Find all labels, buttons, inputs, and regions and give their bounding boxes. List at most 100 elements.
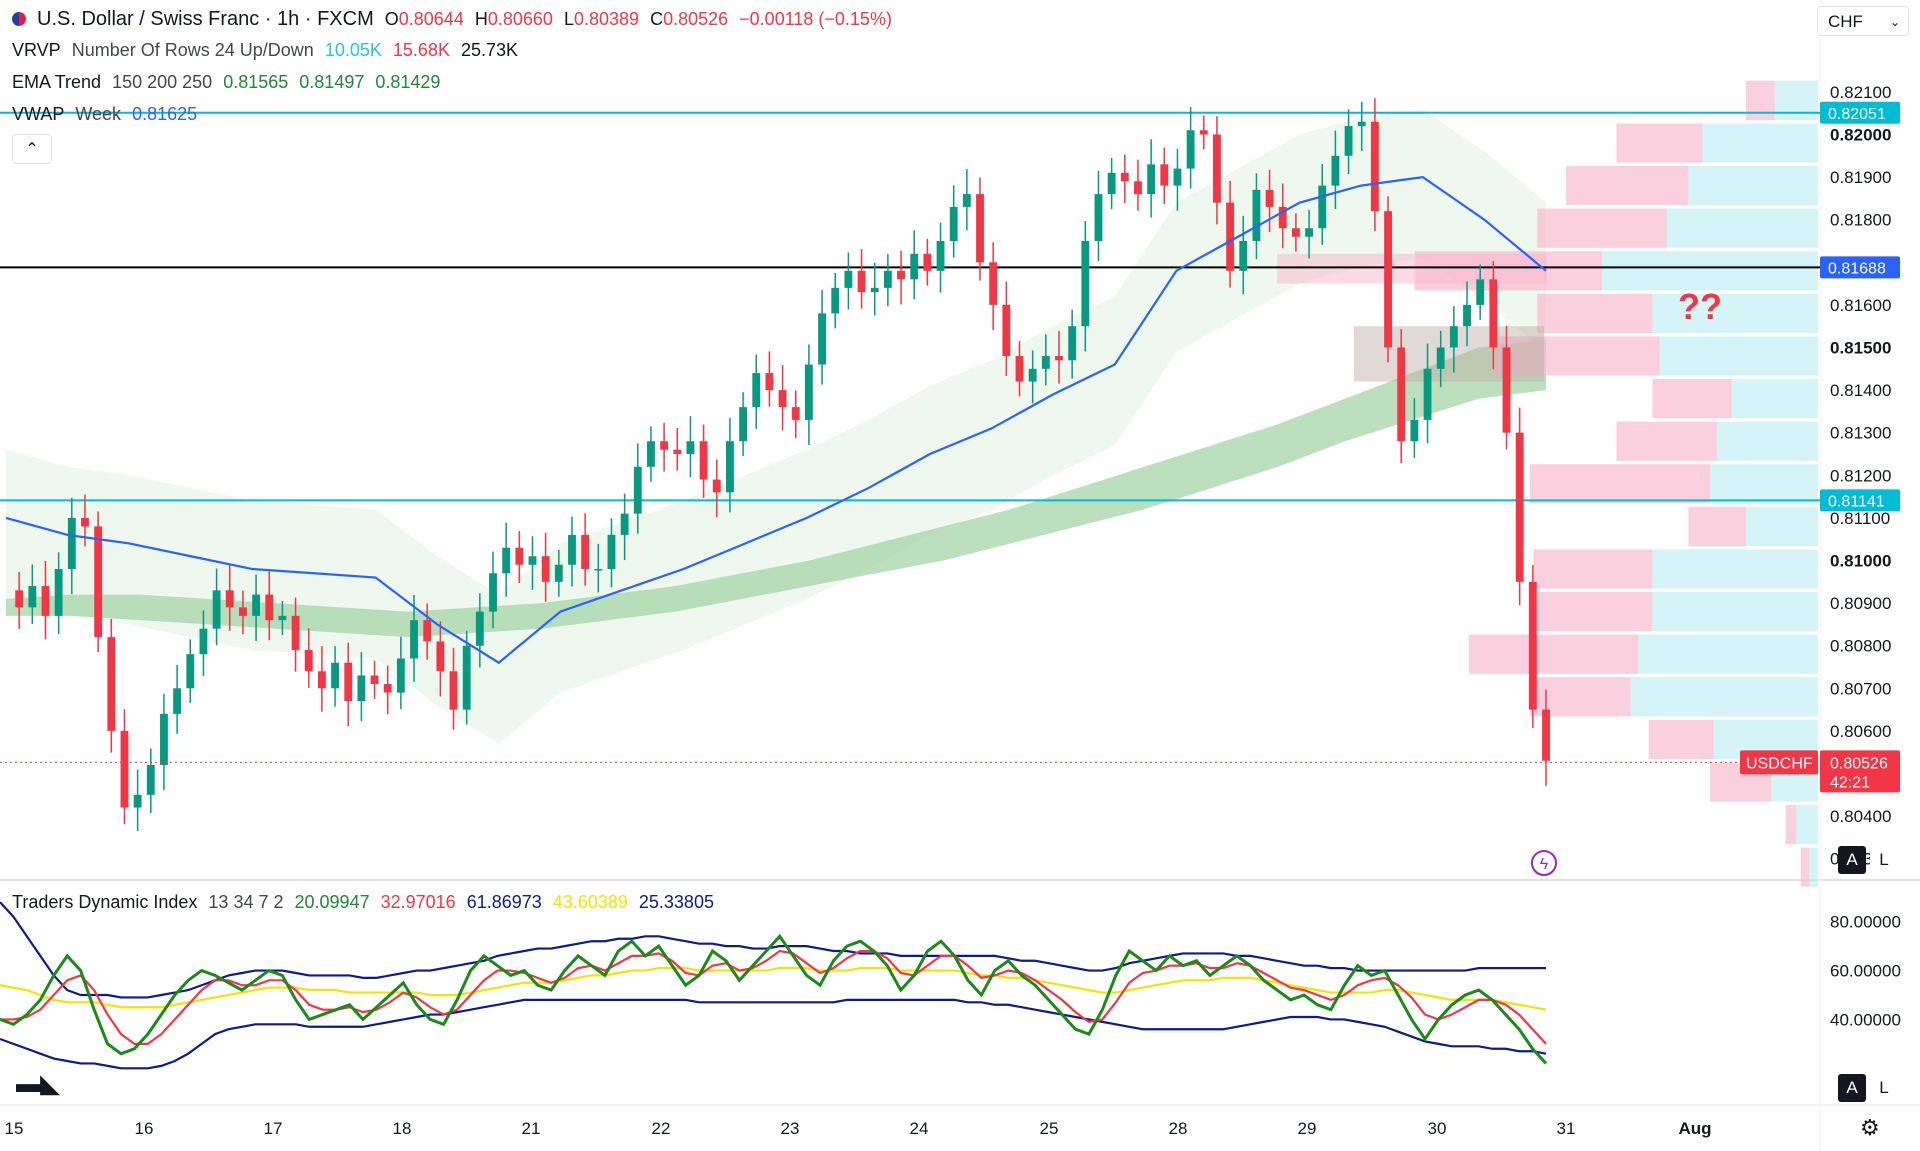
- time-tick-label: 25: [1040, 1119, 1059, 1138]
- level-label-bg: [1820, 101, 1900, 124]
- candle-body: [739, 407, 748, 442]
- ohlc-close-key: C: [650, 9, 664, 29]
- candle-body: [1344, 125, 1353, 156]
- candle-body: [278, 615, 287, 621]
- candle-body: [265, 594, 274, 621]
- candle-body: [989, 262, 998, 305]
- candle-body: [647, 441, 655, 467]
- level-label: 0.82051: [1828, 106, 1886, 123]
- symbol-tag-bg: [1740, 750, 1818, 775]
- candle-body: [949, 206, 958, 241]
- tdi-rsi-price-line: [0, 933, 1548, 1065]
- candle-body: [541, 556, 550, 582]
- last-price-label-bg: [1820, 750, 1900, 793]
- candle-body: [1384, 211, 1392, 348]
- vwap-legend[interactable]: VWAP Week 0.81625: [12, 104, 203, 125]
- time-tick-label: Aug: [1678, 1119, 1711, 1138]
- symbol-title[interactable]: U.S. Dollar / Swiss Franc · 1h · FXCM: [37, 8, 374, 30]
- candle-body: [1397, 347, 1406, 442]
- candle-body: [199, 628, 208, 655]
- vrvp-down: 15.68K: [392, 40, 450, 60]
- tdi-v5: 25.33805: [638, 892, 714, 912]
- volume-profile-up-bar: [1809, 847, 1818, 887]
- vrvp-params: Number Of Rows 24 Up/Down: [71, 40, 314, 60]
- candle-body: [1449, 326, 1458, 348]
- flash-icon[interactable]: ϟ: [1531, 850, 1557, 876]
- currency-select[interactable]: CHF ⌄: [1817, 6, 1909, 36]
- level-label-bg: [1820, 489, 1900, 512]
- collapse-legend-button[interactable]: ⌃: [12, 134, 52, 164]
- time-tick-label: 21: [522, 1119, 541, 1138]
- candle-body: [489, 573, 497, 612]
- tdi-legend[interactable]: Traders Dynamic Index 13 34 7 2 20.09947…: [12, 892, 720, 913]
- last-price-label: 0.80526: [1830, 755, 1888, 772]
- candle-body: [107, 637, 116, 731]
- volume-profile-down-bar: [1566, 166, 1689, 206]
- log-scale-button[interactable]: L: [1870, 846, 1898, 874]
- candle-body: [1542, 709, 1550, 761]
- candle-body: [1081, 241, 1090, 327]
- tdi-auto-scale-button[interactable]: A: [1838, 1074, 1866, 1102]
- tdi-log-scale-button[interactable]: L: [1870, 1074, 1898, 1102]
- level-label: 0.81688: [1828, 260, 1886, 277]
- candle-body: [344, 662, 353, 702]
- volume-profile-up-bar: [1710, 464, 1818, 504]
- price-tick-label: 0.81800: [1830, 211, 1891, 230]
- candle-body: [1147, 164, 1156, 195]
- volume-profile-down-bar: [1537, 293, 1653, 334]
- candle-body: [475, 611, 484, 646]
- volume-profile-down-bar: [1746, 80, 1775, 121]
- candle-body: [317, 671, 326, 689]
- chevron-up-icon: ⌃: [25, 141, 39, 158]
- tdi-v4: 43.60389: [552, 892, 628, 912]
- volume-profile-up-bar: [1630, 677, 1818, 717]
- candle-body: [1528, 581, 1537, 710]
- tradingview-logo[interactable]: ▬◣: [16, 1068, 60, 1099]
- chevron-down-icon: ⌄: [1889, 15, 1900, 29]
- gear-icon[interactable]: ⚙: [1860, 1115, 1880, 1140]
- time-tick-label: 30: [1428, 1119, 1447, 1138]
- candle-body: [778, 390, 787, 408]
- ohlc-open: 0.80644: [398, 9, 464, 29]
- volume-profile-up-bar: [1666, 208, 1818, 248]
- ohlc-high-key: H: [474, 9, 488, 29]
- candle-body: [844, 270, 853, 288]
- volume-profile-down-bar: [1800, 847, 1810, 887]
- candle-body: [620, 513, 629, 535]
- vrvp-total: 25.73K: [460, 40, 519, 60]
- candle-body: [936, 241, 945, 271]
- candle-body: [357, 675, 366, 702]
- candle-body: [1476, 279, 1485, 305]
- candle-body: [897, 270, 905, 280]
- candle-body: [396, 658, 405, 693]
- vrvp-legend[interactable]: VRVP Number Of Rows 24 Up/Down 10.05K 15…: [12, 40, 524, 61]
- volume-profile-down-bar: [1616, 421, 1718, 461]
- volume-profile-up-bar: [1717, 421, 1818, 461]
- ema-params: 150 200 250: [112, 72, 213, 92]
- candle-body: [607, 534, 616, 570]
- time-tick-label: 24: [910, 1119, 929, 1138]
- ema-legend[interactable]: EMA Trend 150 200 250 0.81565 0.81497 0.…: [12, 72, 446, 93]
- volume-profile-up-bar: [1638, 634, 1818, 674]
- candle-body: [712, 479, 721, 493]
- candle-body: [1305, 228, 1313, 237]
- price-tick-label: 0.81300: [1830, 424, 1891, 443]
- candle-body: [133, 794, 142, 808]
- candle-body: [1028, 368, 1037, 382]
- price-tick-label: 0.80900: [1830, 594, 1891, 613]
- price-tick-label: 0.81400: [1830, 381, 1891, 400]
- candle-body: [831, 287, 840, 314]
- candle-body: [239, 607, 247, 616]
- candle-body: [1213, 134, 1221, 203]
- candle-body: [1410, 419, 1419, 442]
- auto-scale-button[interactable]: A: [1838, 846, 1866, 874]
- symbol-legend: U.S. Dollar / Swiss Franc · 1h · FXCM O0…: [12, 8, 898, 31]
- ema-ribbon: [6, 338, 1546, 638]
- price-tick-label: 0.81900: [1830, 168, 1891, 187]
- candle-body: [370, 675, 379, 685]
- tdi-upper-band: [0, 901, 1546, 999]
- volume-profile-down-bar: [1652, 379, 1732, 419]
- candle-body: [1318, 185, 1327, 229]
